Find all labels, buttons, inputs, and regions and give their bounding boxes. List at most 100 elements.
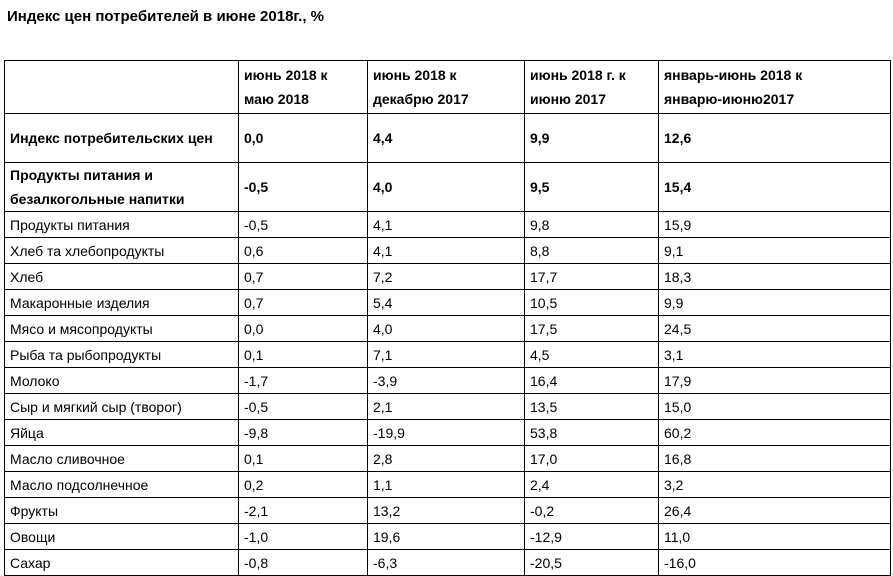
table-row: Хлеб та хлебопродукты 0,6 4,1 8,8 9,1 [4,237,891,264]
row-label: Продукты питания [4,211,239,238]
value-cell: -1,0 [238,523,368,550]
value-cell: 16,4 [524,367,659,394]
value-cell: -20,5 [524,549,659,576]
value-cell: 9,5 [524,162,659,212]
value-cell: -0,2 [524,497,659,524]
value-cell: 0,7 [238,289,368,316]
page-title: Индекс цен потребителей в июне 2018г., % [7,8,324,25]
column-header: январь-июнь 2018 к январю-июню2017 [658,60,891,114]
value-cell: 7,1 [367,341,525,368]
value-cell: 7,2 [367,263,525,290]
value-cell: 9,9 [524,113,659,163]
value-cell: 5,4 [367,289,525,316]
row-label: Фрукты [4,497,239,524]
row-label: Сыр и мягкий сыр (творог) [4,393,239,420]
column-header: июнь 2018 к маю 2018 [238,60,368,114]
value-cell: 17,0 [524,445,659,472]
row-label: Хлеб [4,263,239,290]
table-row: Мясо и мясопродукты 0,0 4,0 17,5 24,5 [4,315,891,342]
value-cell: 18,3 [658,263,891,290]
value-cell: 4,1 [367,237,525,264]
value-cell: 0,1 [238,445,368,472]
row-label: Овощи [4,523,239,550]
value-cell: 9,8 [524,211,659,238]
value-cell: 11,0 [658,523,891,550]
value-cell: 0,7 [238,263,368,290]
value-cell: 26,4 [658,497,891,524]
value-cell: -6,3 [367,549,525,576]
table-row: Продукты питания -0,5 4,1 9,8 15,9 [4,211,891,238]
value-cell: -1,7 [238,367,368,394]
column-header: июнь 2018 к декабрю 2017 [367,60,525,114]
value-cell: 60,2 [658,419,891,446]
row-label: Яйца [4,419,239,446]
value-cell: 9,1 [658,237,891,264]
value-cell: 17,9 [658,367,891,394]
corner-cell [4,60,239,114]
value-cell: 0,0 [238,315,368,342]
value-cell: 4,0 [367,315,525,342]
table-row: Молоко -1,7 -3,9 16,4 17,9 [4,367,891,394]
value-cell: 19,6 [367,523,525,550]
value-cell: 10,5 [524,289,659,316]
value-cell: -0,5 [238,211,368,238]
table-row: Сахар -0,8 -6,3 -20,5 -16,0 [4,549,891,576]
table-row: Индекс потребительских цен 0,0 4,4 9,9 12,6 [4,113,891,163]
value-cell: 1,1 [367,471,525,498]
table-row: Продукты питания и безалкогольные напитк… [4,162,891,212]
value-cell: 0,0 [238,113,368,163]
value-cell: 2,8 [367,445,525,472]
value-cell: 2,4 [524,471,659,498]
value-cell: 53,8 [524,419,659,446]
row-label: Продукты питания и безалкогольные напитк… [4,162,239,212]
value-cell: -0,8 [238,549,368,576]
value-cell: 24,5 [658,315,891,342]
value-cell: 4,0 [367,162,525,212]
value-cell: 3,1 [658,341,891,368]
value-cell: 4,1 [367,211,525,238]
row-label: Масло сливочное [4,445,239,472]
table-row: Сыр и мягкий сыр (творог) -0,5 2,1 13,5 15,0 [4,393,891,420]
value-cell: -16,0 [658,549,891,576]
consumer-price-index-table: июнь 2018 к маю 2018 июнь 2018 к декабрю … [4,60,891,576]
value-cell: 15,9 [658,211,891,238]
table-row: Рыба та рыбопродукты 0,1 7,1 4,5 3,1 [4,341,891,368]
value-cell: 15,0 [658,393,891,420]
table-row: Хлеб 0,7 7,2 17,7 18,3 [4,263,891,290]
value-cell: -0,5 [238,393,368,420]
value-cell: 4,4 [367,113,525,163]
table-row: Макаронные изделия 0,7 5,4 10,5 9,9 [4,289,891,316]
value-cell: 4,5 [524,341,659,368]
row-label: Рыба та рыбопродукты [4,341,239,368]
value-cell: 15,4 [658,162,891,212]
value-cell: 17,5 [524,315,659,342]
row-label: Индекс потребительских цен [4,113,239,163]
value-cell: 8,8 [524,237,659,264]
table-row: Фрукты -2,1 13,2 -0,2 26,4 [4,497,891,524]
value-cell: 3,2 [658,471,891,498]
value-cell: -12,9 [524,523,659,550]
value-cell: -19,9 [367,419,525,446]
value-cell: 2,1 [367,393,525,420]
value-cell: 17,7 [524,263,659,290]
value-cell: 12,6 [658,113,891,163]
value-cell: 13,2 [367,497,525,524]
value-cell: 9,9 [658,289,891,316]
value-cell: -9,8 [238,419,368,446]
value-cell: 13,5 [524,393,659,420]
table-row: Масло сливочное 0,1 2,8 17,0 16,8 [4,445,891,472]
value-cell: -3,9 [367,367,525,394]
value-cell: 16,8 [658,445,891,472]
table-row: Масло подсолнечное 0,2 1,1 2,4 3,2 [4,471,891,498]
column-header: июнь 2018 г. к июню 2017 [524,60,659,114]
value-cell: -2,1 [238,497,368,524]
row-label: Хлеб та хлебопродукты [4,237,239,264]
table-row: Овощи -1,0 19,6 -12,9 11,0 [4,523,891,550]
table-row: Яйца -9,8 -19,9 53,8 60,2 [4,419,891,446]
value-cell: 0,1 [238,341,368,368]
table-header-row: июнь 2018 к маю 2018 июнь 2018 к декабрю … [4,60,891,114]
row-label: Масло подсолнечное [4,471,239,498]
row-label: Сахар [4,549,239,576]
value-cell: 0,6 [238,237,368,264]
row-label: Молоко [4,367,239,394]
